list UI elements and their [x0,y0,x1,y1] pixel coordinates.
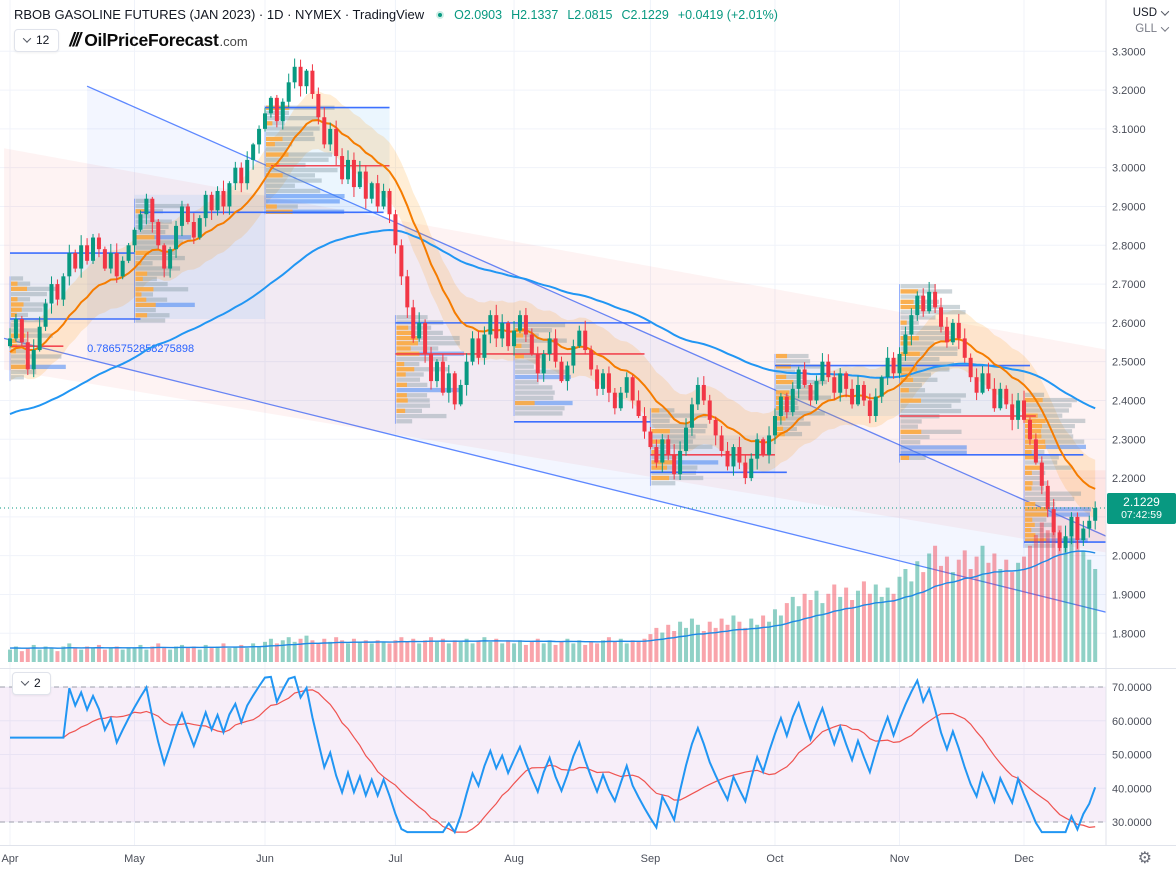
svg-text:May: May [124,853,145,865]
rsi-band [0,687,1106,822]
support-resistance-levels [10,106,1106,543]
market-status-icon[interactable] [436,10,445,19]
close-value: C2.1229 [621,7,669,22]
time-axis[interactable]: Apr May Jun Jul Aug Sep Oct Nov Dec [1,853,1034,865]
chevron-down-icon [1160,7,1170,16]
svg-text:2.3000: 2.3000 [1112,434,1146,446]
legend-second-row: 12 /// OilPriceForecast .com [14,29,778,52]
candles-layer [8,58,1098,553]
logo-tld: .com [219,33,248,49]
currency-label: USD [1132,7,1157,19]
chevron-down-icon [22,34,32,43]
scale-label: GLL [1135,23,1157,35]
svg-text:Jul: Jul [388,853,402,865]
svg-text:2.0000: 2.0000 [1112,551,1146,563]
svg-text:70.0000: 70.0000 [1112,682,1152,694]
svg-text:3.0000: 3.0000 [1112,163,1146,175]
svg-text:1.8000: 1.8000 [1112,628,1146,640]
change-value: +0.0419 (+2.01%) [677,7,778,22]
svg-text:3.2000: 3.2000 [1112,85,1146,97]
legend-title-row: RBOB GASOLINE FUTURES (JAN 2023) · 1D · … [14,7,778,22]
svg-text:2.4000: 2.4000 [1112,395,1146,407]
open-value: O2.0903 [454,7,503,22]
ohlc-values: O2.0903 H2.1337 L2.0815 C2.1229 +0.0419 … [454,8,778,22]
volume-layer [8,514,1098,662]
chevron-down-icon [20,677,30,686]
svg-text:2.8000: 2.8000 [1112,240,1146,252]
svg-text:30.0000: 30.0000 [1112,817,1152,829]
low-value: L2.0815 [567,7,613,22]
last-price-badge[interactable]: 2.1229 07:42:59 [1107,493,1176,524]
scale-mode-toggle[interactable]: GLL [1135,23,1170,35]
orange-envelope-band [10,90,1096,518]
svg-text:3.3000: 3.3000 [1112,46,1146,58]
svg-text:2.6000: 2.6000 [1112,318,1146,330]
chevron-down-icon [1160,23,1170,32]
currency-toggle[interactable]: USD [1132,7,1170,19]
svg-text:Aug: Aug [504,853,524,865]
svg-text:60.0000: 60.0000 [1112,716,1152,728]
bar-countdown: 07:42:59 [1121,509,1162,522]
pane-indicator-count: 2 [34,676,41,690]
rsi-line [10,675,1097,835]
chart-legend: RBOB GASOLINE FUTURES (JAN 2023) · 1D · … [14,7,778,52]
svg-text:2.5000: 2.5000 [1112,357,1146,369]
svg-text:3.1000: 3.1000 [1112,124,1146,136]
last-price-value: 2.1229 [1123,495,1160,509]
logo-name: OilPriceForecast [84,29,219,50]
logo-slashes-icon: /// [69,29,81,51]
svg-text:2.9000: 2.9000 [1112,201,1146,213]
svg-text:Apr: Apr [1,853,18,865]
svg-text:2.2000: 2.2000 [1112,473,1146,485]
rsi-pane [0,675,1106,835]
main-pane: 0.7865752858275898 [0,58,1106,662]
hidden-indicators-count: 12 [36,33,50,47]
fast-ma-line [9,119,1096,490]
settings-gear-icon[interactable]: ⚙ [1137,850,1152,867]
oilpriceforecast-logo: /// OilPriceForecast .com [69,30,247,52]
slow-ma-line [9,228,1096,415]
fib-level-label: 0.7865752858275898 [87,343,194,355]
indicators-collapse-button[interactable]: 12 [14,29,60,52]
price-scale-settings: USD GLL [1132,7,1170,35]
svg-text:Dec: Dec [1014,853,1034,865]
svg-text:2.7000: 2.7000 [1112,279,1146,291]
svg-text:Oct: Oct [766,853,783,865]
volume-ma-line [9,550,1096,649]
pane-separators [0,0,1176,846]
svg-text:1.9000: 1.9000 [1112,589,1146,601]
svg-text:Sep: Sep [641,853,661,865]
svg-text:Jun: Jun [256,853,274,865]
symbol-title[interactable]: RBOB GASOLINE FUTURES (JAN 2023) · 1D · … [14,7,425,22]
high-value: H2.1337 [511,7,559,22]
pane-collapse-button[interactable]: 2 [12,672,51,695]
svg-text:40.0000: 40.0000 [1112,783,1152,795]
svg-text:Nov: Nov [890,853,910,865]
svg-text:50.0000: 50.0000 [1112,750,1152,762]
